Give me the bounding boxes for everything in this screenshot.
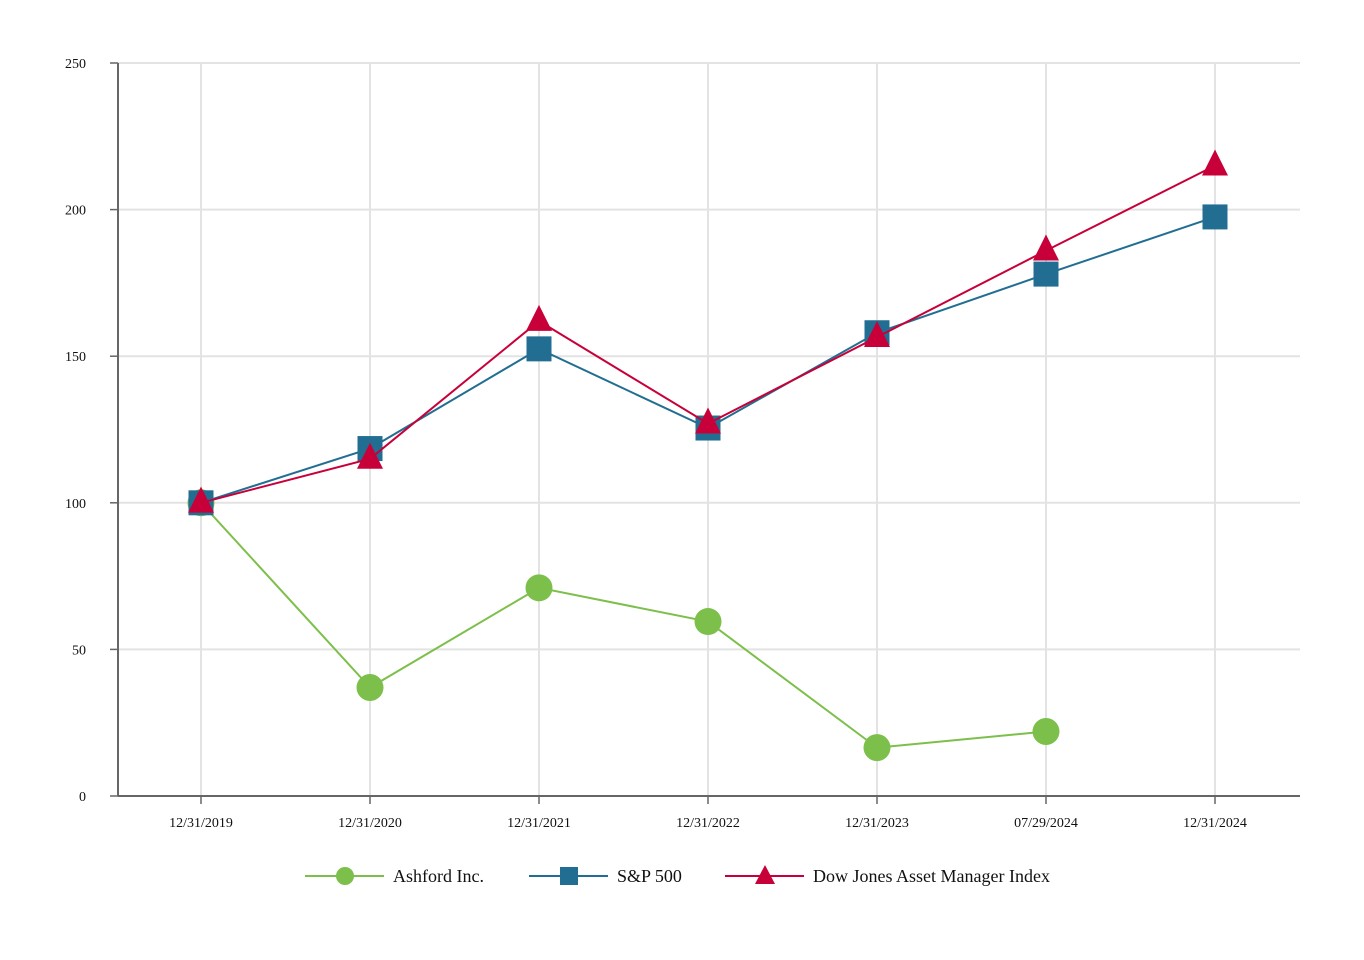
x-tick-label: 12/31/2021 [507,816,571,831]
y-tick-label: 200 [65,204,86,219]
x-tick-label: 12/31/2023 [845,816,909,831]
data-point [864,321,890,348]
x-tick-label: 12/31/2022 [676,816,740,831]
legend-label: Ashford Inc. [393,866,484,886]
x-tick-label: 07/29/2024 [1014,816,1078,831]
y-tick-label: 250 [65,57,86,72]
legend: Ashford Inc. S&P 500 Dow Jones Asset Manag… [305,865,1050,886]
axes: 0 50 100 150 200 250 12/31/2019 12/31/2020 12/31… [65,57,1300,831]
data-point [357,442,383,469]
legend-label: S&P 500 [617,866,682,886]
data-point [356,674,384,702]
series-group [187,149,1228,762]
data-point [695,407,721,434]
legend-marker [560,867,578,885]
data-point [863,734,891,762]
x-tick-label: 12/31/2019 [169,816,233,831]
x-tick-label: 12/31/2024 [1183,816,1247,831]
data-point [1032,717,1060,745]
y-tick-label: 150 [65,350,86,365]
data-point [1202,149,1228,176]
data-point [1202,204,1228,230]
legend-item: Dow Jones Asset Manager Index [725,865,1050,886]
data-point [1033,261,1059,287]
x-tick-label: 12/31/2020 [338,816,402,831]
data-point [694,608,722,636]
series-0 [187,489,1060,762]
y-tick-label: 50 [72,643,86,658]
gridlines [118,62,1300,796]
y-tick-label: 0 [79,790,86,805]
series-line [200,502,1047,749]
data-point [526,304,552,331]
y-tick-label: 100 [65,497,86,512]
legend-item: Ashford Inc. [305,866,484,886]
legend-item: S&P 500 [529,866,682,886]
data-point [188,486,214,513]
data-point [526,336,552,362]
series-2 [188,149,1228,513]
legend-label: Dow Jones Asset Manager Index [813,866,1050,886]
legend-marker [336,867,354,885]
data-point [525,574,553,602]
data-point [1033,234,1059,261]
legend-marker [755,865,775,884]
